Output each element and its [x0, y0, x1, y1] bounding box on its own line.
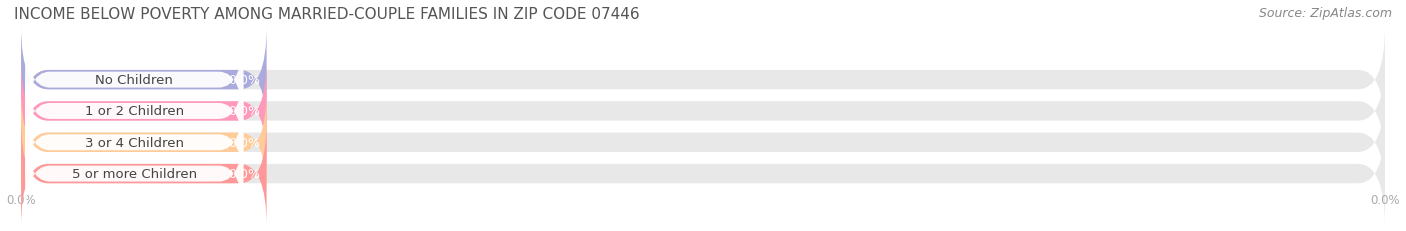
- FancyBboxPatch shape: [21, 59, 1385, 164]
- Text: 0.0%: 0.0%: [228, 167, 260, 180]
- Text: 1 or 2 Children: 1 or 2 Children: [84, 105, 184, 118]
- Text: 5 or more Children: 5 or more Children: [72, 167, 197, 180]
- Text: No Children: No Children: [96, 74, 173, 87]
- Text: 3 or 4 Children: 3 or 4 Children: [84, 136, 184, 149]
- FancyBboxPatch shape: [21, 27, 267, 133]
- FancyBboxPatch shape: [25, 32, 243, 128]
- FancyBboxPatch shape: [21, 90, 267, 195]
- FancyBboxPatch shape: [25, 63, 243, 160]
- FancyBboxPatch shape: [21, 59, 267, 164]
- FancyBboxPatch shape: [25, 126, 243, 222]
- Text: 0.0%: 0.0%: [228, 105, 260, 118]
- FancyBboxPatch shape: [21, 121, 267, 227]
- FancyBboxPatch shape: [25, 94, 243, 191]
- Text: 0.0%: 0.0%: [228, 74, 260, 87]
- FancyBboxPatch shape: [21, 27, 1385, 133]
- Text: 0.0%: 0.0%: [228, 136, 260, 149]
- Text: INCOME BELOW POVERTY AMONG MARRIED-COUPLE FAMILIES IN ZIP CODE 07446: INCOME BELOW POVERTY AMONG MARRIED-COUPL…: [14, 7, 640, 22]
- Text: Source: ZipAtlas.com: Source: ZipAtlas.com: [1258, 7, 1392, 20]
- FancyBboxPatch shape: [21, 121, 1385, 227]
- FancyBboxPatch shape: [21, 90, 1385, 195]
